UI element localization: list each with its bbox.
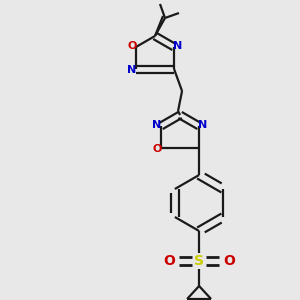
- Text: N: N: [127, 65, 136, 75]
- Text: N: N: [152, 120, 162, 130]
- Text: O: O: [163, 254, 175, 268]
- Text: N: N: [199, 120, 208, 130]
- Text: N: N: [173, 41, 183, 51]
- Text: O: O: [127, 41, 136, 51]
- Text: O: O: [152, 144, 162, 154]
- Text: S: S: [194, 254, 204, 268]
- Text: O: O: [223, 254, 235, 268]
